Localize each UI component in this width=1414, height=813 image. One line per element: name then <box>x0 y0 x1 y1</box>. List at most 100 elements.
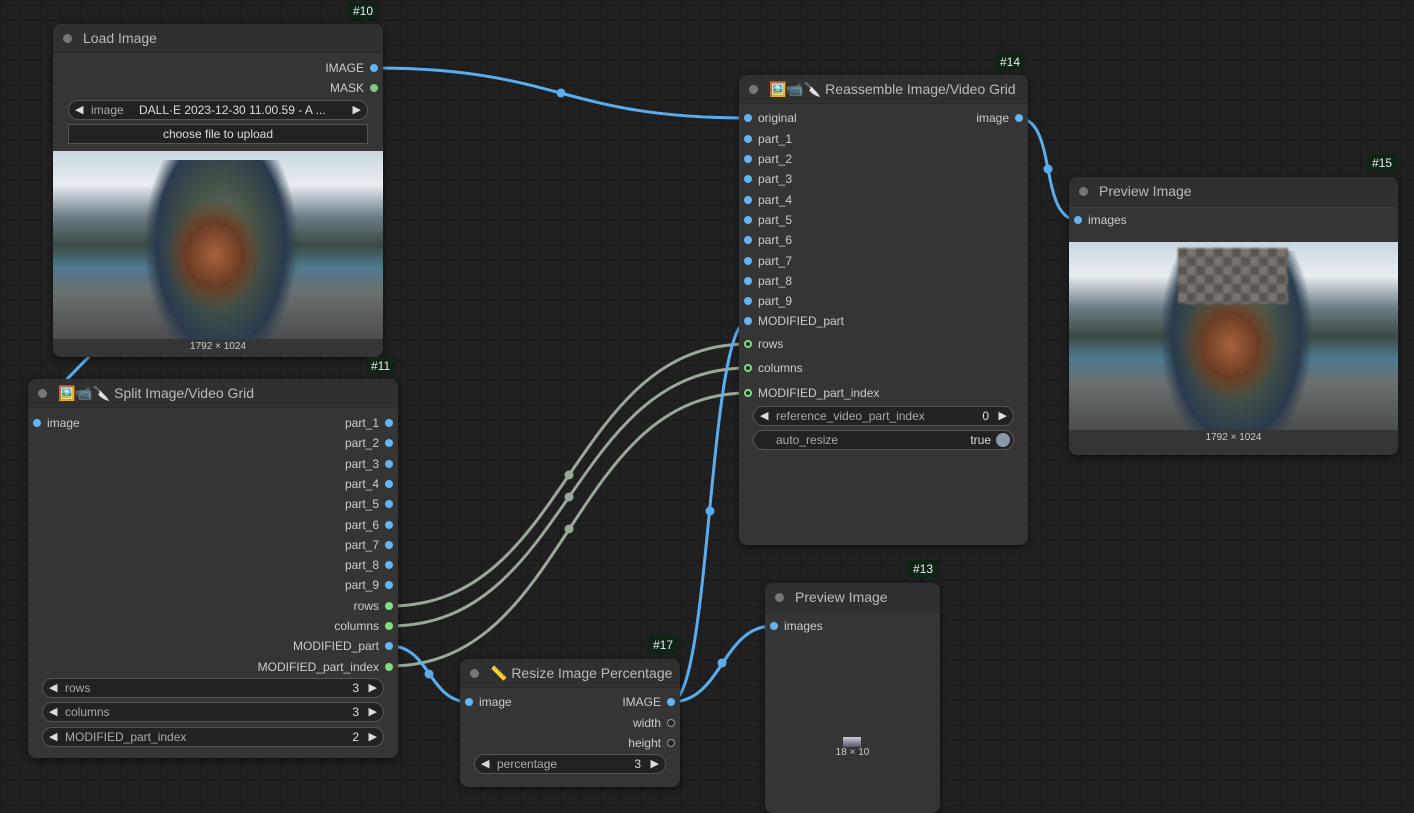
collapse-dot-icon[interactable] <box>775 593 784 602</box>
increment-arrow-icon[interactable]: ▶ <box>368 682 377 694</box>
node-reassemble[interactable]: 🖼️📹🔪 Reassemble Image/Video Grid original… <box>739 75 1028 545</box>
widget-auto_resize[interactable]: auto_resize true <box>753 430 1014 450</box>
input-dot-icon[interactable] <box>744 297 752 305</box>
input-slot-part_2[interactable]: part_2 <box>739 152 792 166</box>
output-slot-image[interactable]: IMAGE <box>325 61 383 75</box>
output-dot-icon[interactable] <box>385 541 393 549</box>
output-slot-part_1[interactable]: part_1 <box>345 416 398 430</box>
output-slot-part_8[interactable]: part_8 <box>345 558 398 572</box>
output-slot-part_4[interactable]: part_4 <box>345 477 398 491</box>
output-slot-height[interactable]: height <box>628 736 680 750</box>
input-slot-part_8[interactable]: part_8 <box>739 274 792 288</box>
widget-image[interactable]: ◀ ▶ image DALL·E 2023-12-30 11.00.59 - A ..… <box>68 100 368 120</box>
output-slot-part_9[interactable]: part_9 <box>345 578 398 592</box>
output-dot-icon[interactable] <box>667 719 675 727</box>
output-slot-width[interactable]: width <box>633 716 680 730</box>
input-slot-part_4[interactable]: part_4 <box>739 193 792 207</box>
output-dot-icon[interactable] <box>385 500 393 508</box>
input-dot-icon[interactable] <box>744 135 752 143</box>
output-dot-icon[interactable] <box>385 622 393 630</box>
output-slot-image[interactable]: IMAGE <box>622 695 680 709</box>
input-dot-icon[interactable] <box>744 317 752 325</box>
input-slot-image[interactable]: image <box>28 416 80 430</box>
output-dot-icon[interactable] <box>385 561 393 569</box>
decrement-arrow-icon[interactable]: ◀ <box>75 104 84 116</box>
node-resize[interactable]: 📏 Resize Image Percentage image IMAGE width… <box>460 659 680 787</box>
collapse-dot-icon[interactable] <box>38 389 47 398</box>
decrement-arrow-icon[interactable]: ◀ <box>481 758 490 770</box>
link-midpoint-handle[interactable] <box>717 658 727 668</box>
output-dot-icon[interactable] <box>385 521 393 529</box>
link-midpoint-handle[interactable] <box>564 470 574 480</box>
input-slot-modified_part_index[interactable]: MODIFIED_part_index <box>739 386 879 400</box>
output-dot-icon[interactable] <box>370 84 378 92</box>
input-dot-icon[interactable] <box>744 114 752 122</box>
input-slot-rows[interactable]: rows <box>739 337 783 351</box>
output-slot-rows[interactable]: rows <box>354 599 398 613</box>
output-slot-part_3[interactable]: part_3 <box>345 457 398 471</box>
collapse-dot-icon[interactable] <box>749 85 758 94</box>
node-preview13[interactable]: Preview Image images 18 × 10 <box>765 583 940 813</box>
increment-arrow-icon[interactable]: ▶ <box>650 758 659 770</box>
output-slot-modified_part_index[interactable]: MODIFIED_part_index <box>258 660 398 674</box>
node-title[interactable]: 🖼️📹🔪 Split Image/Video Grid <box>28 379 398 408</box>
decrement-arrow-icon[interactable]: ◀ <box>49 706 58 718</box>
widget-columns[interactable]: ◀ ▶ columns 3 <box>42 702 384 722</box>
increment-arrow-icon[interactable]: ▶ <box>368 731 377 743</box>
output-slot-columns[interactable]: columns <box>334 619 398 633</box>
node-title[interactable]: Preview Image <box>765 583 940 612</box>
input-slot-original[interactable]: original <box>739 111 797 125</box>
input-dot-icon[interactable] <box>744 364 752 372</box>
input-dot-icon[interactable] <box>744 389 752 397</box>
link-midpoint-handle[interactable] <box>1043 164 1053 174</box>
output-dot-icon[interactable] <box>385 642 393 650</box>
input-dot-icon[interactable] <box>465 698 473 706</box>
input-dot-icon[interactable] <box>744 277 752 285</box>
output-slot-mask[interactable]: MASK <box>330 81 383 95</box>
input-slot-image[interactable]: image <box>460 695 512 709</box>
link-midpoint-handle[interactable] <box>564 492 574 502</box>
input-slot-columns[interactable]: columns <box>739 361 803 375</box>
input-dot-icon[interactable] <box>33 419 41 427</box>
input-dot-icon[interactable] <box>744 175 752 183</box>
output-slot-part_7[interactable]: part_7 <box>345 538 398 552</box>
collapse-dot-icon[interactable] <box>1079 187 1088 196</box>
widget-percentage[interactable]: ◀ ▶ percentage 3 <box>474 754 666 774</box>
node-title[interactable]: 📏 Resize Image Percentage <box>460 659 680 688</box>
toggle-knob-icon[interactable] <box>996 433 1010 447</box>
output-dot-icon[interactable] <box>385 663 393 671</box>
output-dot-icon[interactable] <box>385 581 393 589</box>
input-dot-icon[interactable] <box>744 155 752 163</box>
increment-arrow-icon[interactable]: ▶ <box>352 104 361 116</box>
output-dot-icon[interactable] <box>385 439 393 447</box>
input-slot-part_9[interactable]: part_9 <box>739 294 792 308</box>
output-dot-icon[interactable] <box>385 460 393 468</box>
widget-modified_part_index[interactable]: ◀ ▶ MODIFIED_part_index 2 <box>42 727 384 747</box>
output-dot-icon[interactable] <box>385 419 393 427</box>
input-dot-icon[interactable] <box>770 622 778 630</box>
input-dot-icon[interactable] <box>744 196 752 204</box>
decrement-arrow-icon[interactable]: ◀ <box>49 731 58 743</box>
output-dot-icon[interactable] <box>667 698 675 706</box>
node-load[interactable]: Load Image IMAGE MASK ◀ ▶ image DALL·E 2023-12… <box>53 24 383 357</box>
input-dot-icon[interactable] <box>744 340 752 348</box>
link-midpoint-handle[interactable] <box>424 669 434 679</box>
increment-arrow-icon[interactable]: ▶ <box>998 410 1007 422</box>
input-dot-icon[interactable] <box>1074 216 1082 224</box>
node-preview15[interactable]: Preview Image images 1792 × 1024 <box>1069 177 1398 455</box>
input-slot-modified_part[interactable]: MODIFIED_part <box>739 314 844 328</box>
output-slot-image[interactable]: image <box>976 111 1028 125</box>
output-slot-part_5[interactable]: part_5 <box>345 497 398 511</box>
decrement-arrow-icon[interactable]: ◀ <box>760 410 769 422</box>
node-title[interactable]: Preview Image <box>1069 177 1398 206</box>
output-dot-icon[interactable] <box>370 64 378 72</box>
decrement-arrow-icon[interactable]: ◀ <box>49 682 58 694</box>
input-slot-part_1[interactable]: part_1 <box>739 132 792 146</box>
link-midpoint-handle[interactable] <box>705 506 715 516</box>
widget-rows[interactable]: ◀ ▶ rows 3 <box>42 678 384 698</box>
input-dot-icon[interactable] <box>744 257 752 265</box>
output-slot-part_6[interactable]: part_6 <box>345 518 398 532</box>
input-dot-icon[interactable] <box>744 216 752 224</box>
output-dot-icon[interactable] <box>385 480 393 488</box>
